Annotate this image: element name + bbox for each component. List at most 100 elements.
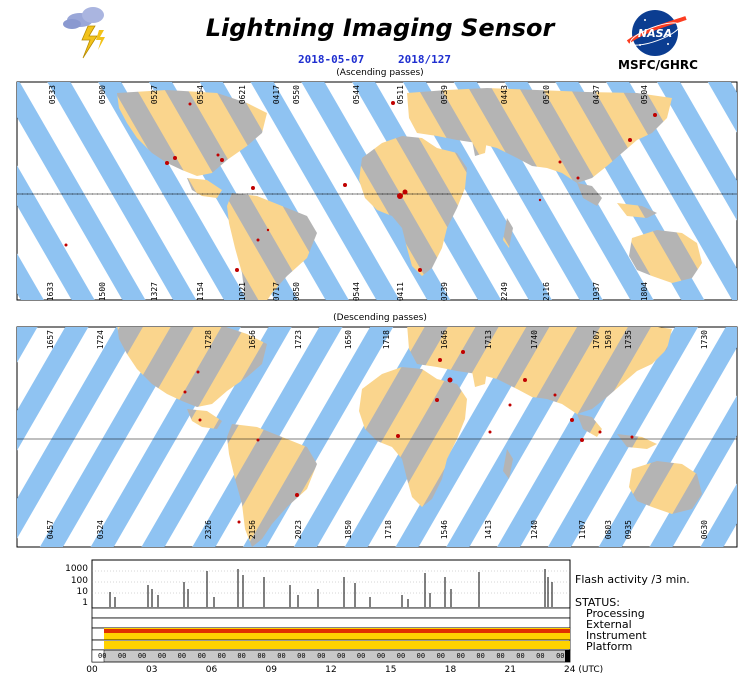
nasa-logo-text: NASA <box>637 27 673 40</box>
pass-time-label: 1730 <box>700 330 709 350</box>
pass-time-label: 0411 <box>396 282 405 302</box>
pass-time-label: 0544 <box>352 85 361 105</box>
pass-time-label: 0539 <box>440 85 449 105</box>
pass-time-label: 1656 <box>248 330 257 350</box>
pass-time-label: 2326 <box>204 520 213 540</box>
pass-time-label: 0417 <box>272 85 281 105</box>
pass-time-label: 1728 <box>204 330 213 350</box>
pass-time-label: 0457 <box>46 520 55 540</box>
status-platform: Platform <box>586 640 633 653</box>
pass-time-label: 1413 <box>484 520 493 540</box>
platform-hour-mark: 00 <box>456 652 465 660</box>
status-processing: Processing <box>586 607 645 620</box>
pass-time-label: 0500 <box>98 85 107 105</box>
platform-hour-mark: 00 <box>536 652 545 660</box>
ascending-label: (Ascending passes) <box>336 68 424 78</box>
time-axis-tick: 06 <box>205 665 218 675</box>
pass-time-label: 0437 <box>592 85 601 105</box>
pass-time-label: 1633 <box>46 282 55 302</box>
pass-time-label: 0504 <box>640 85 649 105</box>
pass-time-label: 1735 <box>624 330 633 350</box>
pass-time-label: 2116 <box>542 282 551 302</box>
pass-time-label: 1021 <box>238 282 247 302</box>
pass-time-label: 1804 <box>640 282 649 302</box>
platform-hour-mark: 00 <box>516 652 525 660</box>
flash-y-tick: 1000 <box>65 564 88 574</box>
time-axis-tick: 18 <box>444 665 457 675</box>
descending-flash-markers <box>183 350 634 524</box>
platform-hour-mark: 00 <box>98 652 107 660</box>
pass-time-label: 0717 <box>272 282 281 302</box>
time-axis-tick: 24 (UTC) <box>564 665 604 675</box>
platform-hour-mark: 00 <box>257 652 266 660</box>
pass-time-label: 1154 <box>196 282 205 302</box>
platform-hour-mark: 00 <box>337 652 346 660</box>
platform-hour-mark: 00 <box>317 652 326 660</box>
pass-time-label: 1718 <box>384 520 393 540</box>
pass-time-label: 1327 <box>150 282 159 302</box>
platform-hour-mark: 00 <box>496 652 505 660</box>
platform-hour-mark: 00 <box>416 652 426 660</box>
platform-hour-mark: 00 <box>117 652 127 660</box>
pass-time-label: 0510 <box>542 85 551 105</box>
platform-hour-mark: 00 <box>277 652 286 660</box>
ascending-map <box>16 81 738 301</box>
descending-label: (Descending passes) <box>333 313 427 323</box>
platform-hour-mark: 00 <box>356 652 366 660</box>
platform-hour-mark: 00 <box>237 652 246 660</box>
date-label: 2018-05-07 <box>298 53 365 66</box>
pass-time-label: 0324 <box>96 520 105 540</box>
time-axis-tick: 00 <box>86 665 98 675</box>
flash-activity-label: Flash activity /3 min. <box>575 573 690 586</box>
pass-time-label: 1740 <box>530 330 539 350</box>
pass-time-label: 0544 <box>352 282 361 302</box>
ascending-flash-markers <box>64 101 657 272</box>
flash-y-tick: 1 <box>82 598 88 608</box>
pass-time-label: 1107 <box>578 520 587 540</box>
pass-time-label: 0550 <box>292 85 301 105</box>
time-axis-tick: 12 <box>325 665 337 675</box>
pass-time-label: 1657 <box>46 330 55 350</box>
platform-hour-mark: 00 <box>157 652 167 660</box>
day-of-year-label: 2018/127 <box>398 53 451 66</box>
pass-time-label: 1713 <box>484 330 493 350</box>
pass-time-label: 0511 <box>396 85 405 105</box>
pass-time-label: 0803 <box>604 520 613 540</box>
pass-time-label: 0533 <box>48 85 57 105</box>
platform-hour-mark: 00 <box>217 652 226 660</box>
pass-time-label: 1546 <box>440 520 449 540</box>
pass-time-label: 0527 <box>150 85 159 105</box>
pass-time-label: 2023 <box>294 520 303 540</box>
status-external: External <box>586 618 632 631</box>
pass-time-label: 0630 <box>700 520 709 540</box>
pass-time-label: 1646 <box>440 330 449 350</box>
platform-hour-mark: 00 <box>177 652 187 660</box>
pass-time-label: 0554 <box>196 85 205 105</box>
pass-time-label: 1240 <box>530 520 539 540</box>
org-label: MSFC/GHRC <box>618 58 698 72</box>
pass-time-label: 1650 <box>344 330 353 350</box>
pass-time-label: 1937 <box>592 282 601 302</box>
platform-hour-mark: 00 <box>436 652 446 660</box>
time-axis-tick: 09 <box>265 665 277 675</box>
platform-hour-mark: 00 <box>137 652 147 660</box>
descending-map <box>16 326 738 548</box>
pass-time-label: 0443 <box>500 85 509 105</box>
platform-hour-mark: 00 <box>556 652 565 660</box>
platform-hour-mark: 00 <box>297 652 306 660</box>
pass-time-label: 0239 <box>440 282 449 302</box>
pass-time-label: 0850 <box>292 282 301 302</box>
pass-time-label: 1707 <box>592 330 601 350</box>
platform-hour-mark: 00 <box>476 652 485 660</box>
platform-hour-mark: 00 <box>376 652 386 660</box>
flash-y-tick: 100 <box>70 576 88 586</box>
status-heading: STATUS: <box>575 596 620 609</box>
platform-hour-mark: 00 <box>197 652 207 660</box>
pass-time-label: 2249 <box>500 282 509 302</box>
time-axis-tick: 21 <box>504 665 516 675</box>
pass-time-label: 1500 <box>98 282 107 302</box>
pass-time-label: 1718 <box>382 330 391 350</box>
pass-time-label: 0621 <box>238 85 247 105</box>
